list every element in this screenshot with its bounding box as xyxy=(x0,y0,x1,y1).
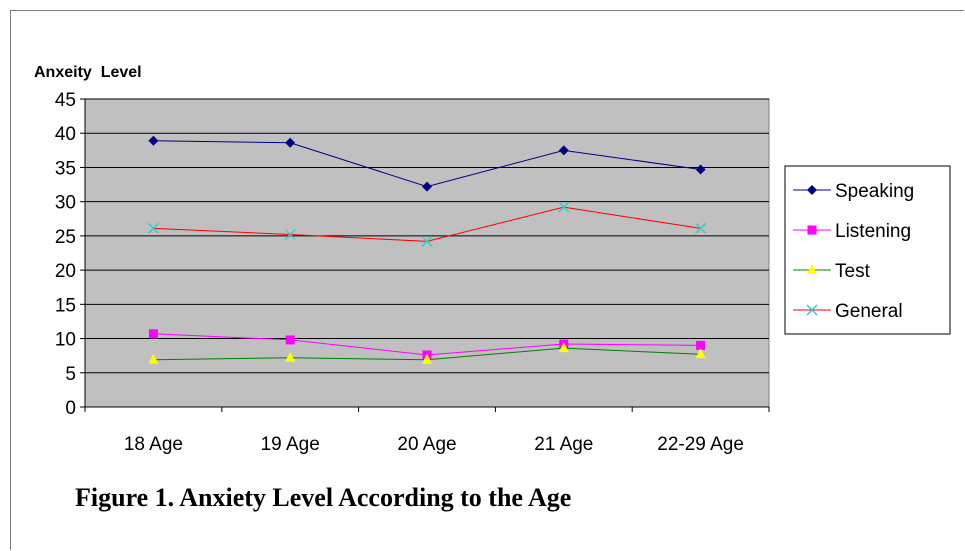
y-axis-label: Anxeity Level xyxy=(34,64,142,81)
legend-label-speaking: Speaking xyxy=(835,181,914,202)
point-general xyxy=(284,228,296,241)
point-speaking xyxy=(695,164,706,175)
point-listening xyxy=(696,340,706,350)
legend-label-listening: Listening xyxy=(835,221,911,242)
y-tick-label: 10 xyxy=(55,330,76,351)
point-general-stroke xyxy=(284,228,296,241)
legend-marker-listening xyxy=(807,225,817,235)
y-tick-label: 0 xyxy=(65,398,76,419)
point-general xyxy=(558,201,570,213)
point-listening xyxy=(285,335,295,345)
point-general xyxy=(695,222,707,234)
point-general-stroke xyxy=(147,222,159,234)
legend-marker-general-stroke xyxy=(806,304,818,316)
y-tick-label: 45 xyxy=(55,90,76,111)
point-test xyxy=(422,353,432,364)
point-speaking xyxy=(422,181,432,192)
point-general xyxy=(421,235,433,247)
point-test xyxy=(285,351,296,362)
legend-marker-general xyxy=(806,304,818,316)
point-speaking xyxy=(285,137,296,148)
y-tick-label: 25 xyxy=(55,227,76,248)
legend: Speaking Listening Test General xyxy=(784,165,951,335)
x-tick-label: 19 Age xyxy=(261,434,320,455)
legend-label-general: General xyxy=(835,301,903,322)
point-test xyxy=(558,342,569,353)
figure-frame xyxy=(10,10,964,550)
point-listening xyxy=(148,329,158,339)
x-tick-label: 18 Age xyxy=(124,434,183,455)
figure-caption: Figure 1. Anxiety Level According to the… xyxy=(75,483,572,512)
y-tick-label: 40 xyxy=(55,124,76,145)
y-tick-label: 30 xyxy=(55,193,76,214)
x-tick-label: 21 Age xyxy=(534,434,593,455)
point-general-stroke xyxy=(421,235,433,247)
x-tick-label: 20 Age xyxy=(397,434,456,455)
point-speaking xyxy=(558,145,569,156)
legend-marker-speaking xyxy=(807,185,817,195)
point-test xyxy=(148,353,159,364)
x-tick-label: 22-29 Age xyxy=(657,434,744,455)
legend-marker-test xyxy=(807,264,817,274)
point-speaking xyxy=(148,135,159,146)
legend-label-test: Test xyxy=(835,261,871,282)
y-tick-label: 20 xyxy=(55,261,76,282)
y-tick-label: 15 xyxy=(55,295,76,316)
y-tick-label: 5 xyxy=(65,364,76,385)
point-general xyxy=(147,222,159,234)
point-general-stroke xyxy=(695,222,707,234)
y-tick-label: 35 xyxy=(55,158,76,179)
point-general-stroke xyxy=(558,201,570,213)
point-test xyxy=(695,348,706,359)
